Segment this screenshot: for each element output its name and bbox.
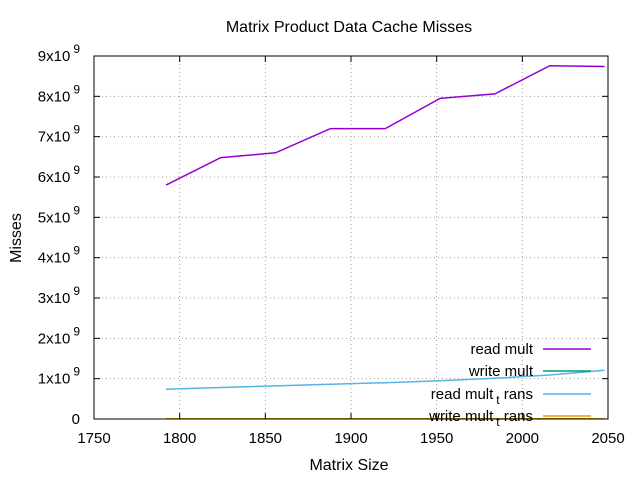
series-line-2 xyxy=(165,369,605,390)
y-axis-title: Misses xyxy=(8,213,25,263)
x-tick-label: 2000 xyxy=(506,430,539,447)
x-tick-label: 1750 xyxy=(77,430,110,447)
y-tick-label: 3x10 9 xyxy=(38,284,81,307)
y-axis: 0 1x10 9 2x10 9 3x10 9 4x10 9 5x10 9 6x10 9 7x10 9 8x10… xyxy=(38,42,81,428)
legend-label-1: write mult xyxy=(468,363,534,380)
legend: read mult write mult read mult t ranswrite … xyxy=(428,341,591,429)
x-tick-label: 1800 xyxy=(163,430,196,447)
legend-label-0: read mult xyxy=(470,341,533,358)
x-tick-label: 2050 xyxy=(591,430,624,447)
y-tick-label: 7x10 9 xyxy=(38,123,81,146)
legend-label-3: write mult t rans xyxy=(428,408,533,429)
y-tick-label: 2x10 9 xyxy=(38,324,81,347)
x-tick-label: 1950 xyxy=(420,430,453,447)
series-line-0 xyxy=(165,64,605,186)
x-axis: 1750 1800 1850 1900 1950 2000 2050 xyxy=(77,430,624,447)
y-tick-label: 0 xyxy=(72,411,80,428)
y-tick-label: 6x10 9 xyxy=(38,163,81,186)
legend-label-2: read mult t rans xyxy=(431,386,533,407)
grid xyxy=(94,56,608,419)
axis-ticks xyxy=(93,55,609,420)
y-tick-label: 8x10 9 xyxy=(38,82,81,105)
y-tick-label: 4x10 9 xyxy=(38,244,81,267)
chart-title: Matrix Product Data Cache Misses xyxy=(226,19,472,36)
y-tick-label: 1x10 9 xyxy=(38,365,81,388)
x-axis-title: Matrix Size xyxy=(309,457,388,474)
y-tick-label: 5x10 9 xyxy=(38,203,81,226)
x-tick-label: 1850 xyxy=(249,430,282,447)
x-tick-label: 1900 xyxy=(334,430,367,447)
y-tick-label: 9x10 9 xyxy=(38,42,81,65)
